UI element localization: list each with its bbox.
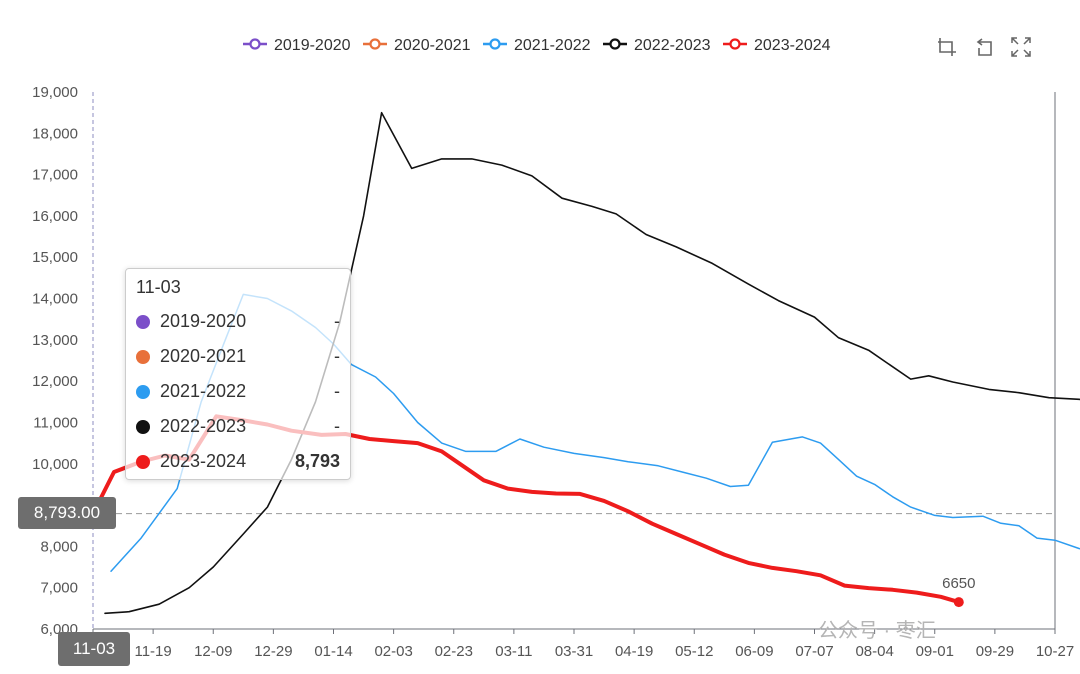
y-tick-label: 12,000 (32, 373, 78, 390)
tooltip-series-value: 8,793 (294, 451, 340, 471)
end-value-label: 6650 (942, 575, 975, 592)
x-tick-label: 12-29 (254, 643, 292, 660)
y-tick-label: 15,000 (32, 249, 78, 266)
y-tick-label: 13,000 (32, 332, 78, 349)
tooltip-row: 2021-2022 - (136, 374, 340, 409)
legend-label: 2022-2023 (634, 37, 711, 54)
x-tick-label: 12-09 (194, 643, 232, 660)
y-tick-label: 17,000 (32, 167, 78, 184)
x-tick-label: 11-19 (134, 643, 171, 660)
legend-swatch-marker (609, 38, 621, 50)
y-tick-label: 10,000 (32, 456, 78, 473)
legend-swatch-marker (489, 38, 501, 50)
series-dot (136, 349, 150, 364)
y-tick-label: 8,000 (40, 538, 78, 555)
tooltip: 11-03 2019-2020 - 2020-2021 - 2021-2022 … (125, 268, 351, 480)
y-axis-pointer-label: 8,793.00 (18, 497, 116, 529)
tooltip-series-name: 2023-2024 (160, 451, 247, 471)
legend[interactable]: 2019-2020 2020-2021 2021-2022 2022-2023 2023… (243, 37, 831, 54)
restore-icon[interactable] (974, 36, 996, 58)
x-tick-label: 08-04 (855, 643, 893, 660)
series-dot (136, 384, 150, 399)
x-tick-label: 04-19 (615, 643, 653, 660)
legend-label: 2019-2020 (274, 37, 351, 54)
x-tick-label: 02-03 (374, 643, 412, 660)
tooltip-series-value: - (334, 346, 340, 366)
series-dot (136, 454, 150, 469)
legend-swatch-marker (729, 38, 741, 50)
watermark: 公众号 · 枣汇 (818, 620, 936, 642)
x-tick-label: 01-14 (314, 643, 352, 660)
y-tick-label: 11,000 (33, 414, 78, 431)
legend-label: 2023-2024 (754, 37, 831, 54)
legend-item[interactable]: 2020-2021 (363, 37, 471, 54)
x-tick-label: 10-27 (1036, 643, 1074, 660)
x-tick-label: 09-29 (976, 643, 1014, 660)
tooltip-series-value: - (334, 381, 340, 401)
x-tick-label: 06-09 (735, 643, 773, 660)
x-tick-label: 02-23 (435, 643, 473, 660)
x-tick-label: 07-07 (795, 643, 833, 660)
legend-label: 2021-2022 (514, 37, 591, 54)
series-end-point (953, 597, 964, 608)
legend-swatch-marker (249, 38, 261, 50)
series-dot (136, 314, 150, 329)
x-axis-pointer-label: 11-03 (58, 632, 130, 666)
y-tick-label: 14,000 (32, 291, 78, 308)
legend-swatch-marker (369, 38, 381, 50)
x-tick-label: 09-01 (916, 643, 954, 660)
x-tick-label: 03-11 (495, 643, 532, 660)
legend-item[interactable]: 2023-2024 (723, 37, 831, 54)
tooltip-title: 11-03 (136, 277, 181, 297)
y-tick-label: 16,000 (32, 208, 78, 225)
tooltip-series-name: 2020-2021 (160, 346, 247, 366)
y-tick-label: 19,000 (32, 84, 78, 101)
legend-item[interactable]: 2019-2020 (243, 37, 351, 54)
y-tick-label: 18,000 (32, 125, 78, 142)
zoom-icon[interactable] (936, 36, 958, 58)
fullscreen-icon[interactable] (1010, 36, 1032, 58)
legend-item[interactable]: 2021-2022 (483, 37, 591, 54)
x-tick-label: 03-31 (555, 643, 593, 660)
axis-layer: 6,0007,0008,0009,00010,00011,00012,00013… (32, 84, 1074, 660)
series-dot (136, 419, 150, 434)
legend-item[interactable]: 2022-2023 (603, 37, 711, 54)
x-tick-label: 05-12 (675, 643, 713, 660)
tooltip-series-value: - (334, 416, 340, 436)
tooltip-row: 2019-2020 - (136, 304, 340, 339)
tooltip-row: 2022-2023 - (136, 409, 340, 444)
legend-label: 2020-2021 (394, 37, 471, 54)
tooltip-row: 2023-2024 8,793 (136, 444, 340, 479)
tooltip-series-name: 2019-2020 (160, 311, 247, 331)
y-tick-label: 7,000 (40, 580, 78, 597)
tooltip-series-name: 2021-2022 (160, 381, 247, 401)
tooltip-series-name: 2022-2023 (160, 416, 247, 436)
tooltip-series-value: - (334, 311, 340, 331)
tooltip-row: 2020-2021 - (136, 339, 340, 374)
